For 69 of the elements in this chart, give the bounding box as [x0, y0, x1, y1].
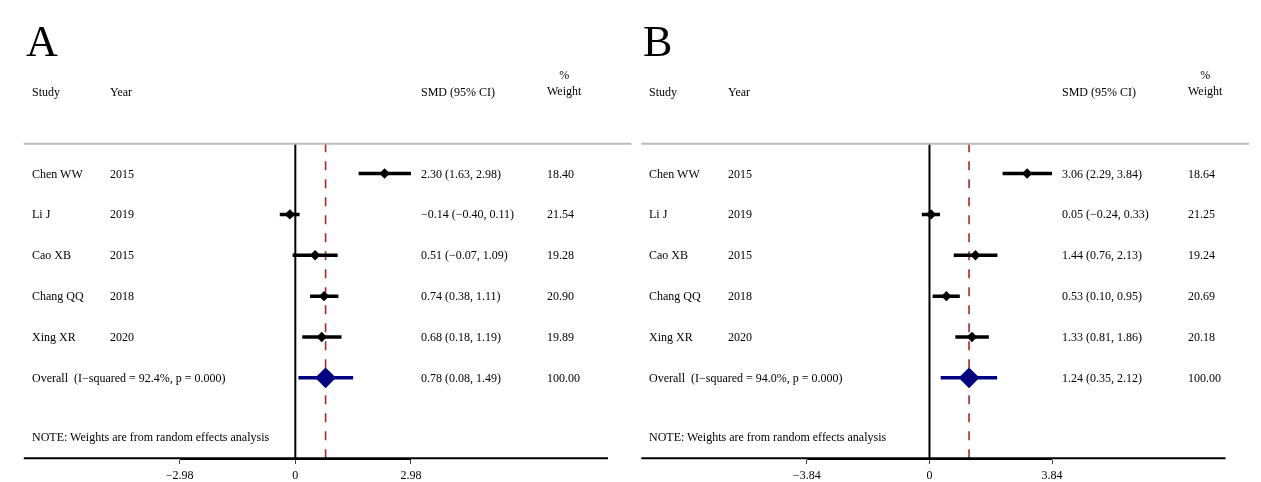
y-tick-label: Chang QQ [649, 289, 701, 303]
x-tick-label: 0 [292, 467, 299, 482]
x-tick-label: 0 [926, 467, 933, 482]
text: 2.30 (1.63, 2.98) [421, 167, 501, 181]
text: SMD (95% CI) [1062, 85, 1136, 99]
text: 2019 [728, 207, 752, 221]
text: 2018 [110, 289, 134, 303]
text: 3.06 (2.29, 3.84) [1062, 167, 1142, 181]
x-tick-label: −3.84 [793, 467, 821, 482]
text: 100.00 [1188, 371, 1221, 385]
text: Year [728, 85, 751, 99]
chart-title: A [26, 17, 58, 66]
y-tick-label: Overall (I−squared = 94.0%, p = 0.000) [649, 371, 843, 385]
text: Study [649, 85, 678, 99]
text: 0.68 (0.18, 1.19) [421, 330, 501, 344]
y-tick-label: Xing XR [649, 330, 693, 344]
y-tick-label: Chen WW [32, 167, 84, 181]
text: 0.51 (−0.07, 1.09) [421, 248, 508, 262]
text: 20.18 [1188, 330, 1215, 344]
text: 0.78 (0.08, 1.49) [421, 371, 501, 385]
y-tick-label: Xing XR [32, 330, 76, 344]
text: 2015 [110, 167, 134, 181]
text: NOTE: Weights are from random effects analysis [32, 430, 270, 444]
text: 1.44 (0.76, 2.13) [1062, 248, 1142, 262]
x-tick-label: −2.98 [165, 467, 194, 482]
point [316, 331, 327, 343]
point [970, 250, 981, 261]
text: 0.05 (−0.24, 0.33) [1062, 207, 1149, 221]
text: 21.54 [547, 207, 574, 221]
text: 2015 [728, 248, 752, 262]
text: 20.90 [547, 289, 574, 303]
text: 1.24 (0.35, 2.12) [1062, 371, 1142, 385]
y-tick-label: Li J [32, 207, 51, 221]
y-tick-label: Overall (I−squared = 92.4%, p = 0.000) [32, 371, 226, 385]
text: 0.53 (0.10, 0.95) [1062, 289, 1142, 303]
text: 20.69 [1188, 289, 1215, 303]
text: −0.14 (−0.40, 0.11) [421, 207, 515, 221]
text: 2015 [728, 167, 752, 181]
chart-title: B [643, 17, 673, 66]
text: 2019 [110, 207, 134, 221]
text: 2020 [728, 330, 752, 344]
text: 0.74 (0.38, 1.11) [421, 289, 501, 303]
text: 19.24 [1188, 248, 1215, 262]
text: SMD (95% CI) [421, 85, 495, 99]
y-tick-label: Li J [649, 207, 668, 221]
text: 2018 [728, 289, 752, 303]
point [941, 290, 952, 302]
text: % Weight [1188, 68, 1224, 98]
point [958, 367, 980, 389]
y-tick-label: Chen WW [649, 167, 701, 181]
text: % Weight [547, 68, 583, 98]
text: NOTE: Weights are from random effects analysis [649, 430, 887, 444]
text: 19.28 [547, 248, 574, 262]
text: 19.89 [547, 330, 574, 344]
text: 21.25 [1188, 207, 1215, 221]
point [315, 367, 336, 389]
y-tick-label: Cao XB [32, 248, 71, 262]
text: 18.40 [547, 167, 574, 181]
y-tick-label: Chang QQ [32, 289, 84, 303]
text: 2015 [110, 248, 134, 262]
text: 100.00 [547, 371, 580, 385]
y-tick-label: Cao XB [649, 248, 688, 262]
text: 18.64 [1188, 167, 1215, 181]
text: 2020 [110, 330, 134, 344]
text: Study [32, 85, 61, 99]
text: Year [110, 85, 133, 99]
x-tick-label: 3.84 [1041, 467, 1063, 482]
x-tick-label: 2.98 [400, 467, 422, 482]
text: 1.33 (0.81, 1.86) [1062, 330, 1142, 344]
